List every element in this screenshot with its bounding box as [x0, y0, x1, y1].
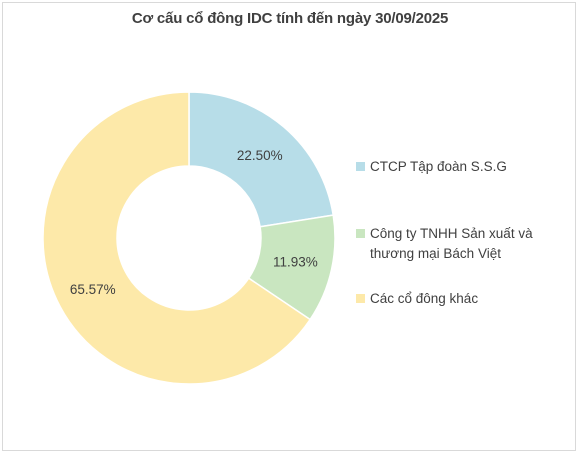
donut-labels: 22.50% 11.93% 65.57% — [70, 148, 318, 297]
legend-swatch-ssg — [356, 162, 365, 171]
slice-other — [42, 91, 312, 385]
legend-item-ssg: CTCP Tập đoàn S.S.G — [356, 157, 565, 177]
legend-label-bach-viet: Công ty TNHH Sản xuất và thương mại Bách… — [370, 226, 533, 261]
legend-item-other: Các cổ đông khác — [356, 289, 565, 309]
data-label-other: 65.57% — [70, 282, 116, 297]
chart-title: Cơ cấu cổ đông IDC tính đến ngày 30/09/2… — [131, 10, 449, 27]
donut-slices — [42, 91, 336, 385]
legend-swatch-other — [356, 294, 365, 303]
legend-item-bach-viet: Công ty TNHH Sản xuất và thương mại Bách… — [356, 224, 565, 264]
legend-swatch-bach-viet — [356, 229, 365, 238]
data-label-ssg: 22.50% — [237, 148, 283, 163]
slice-ssg — [188, 91, 335, 228]
legend-label-ssg: CTCP Tập đoàn S.S.G — [370, 159, 507, 174]
data-label-bach-viet: 11.93% — [273, 255, 318, 270]
legend-label-other: Các cổ đông khác — [370, 291, 479, 306]
